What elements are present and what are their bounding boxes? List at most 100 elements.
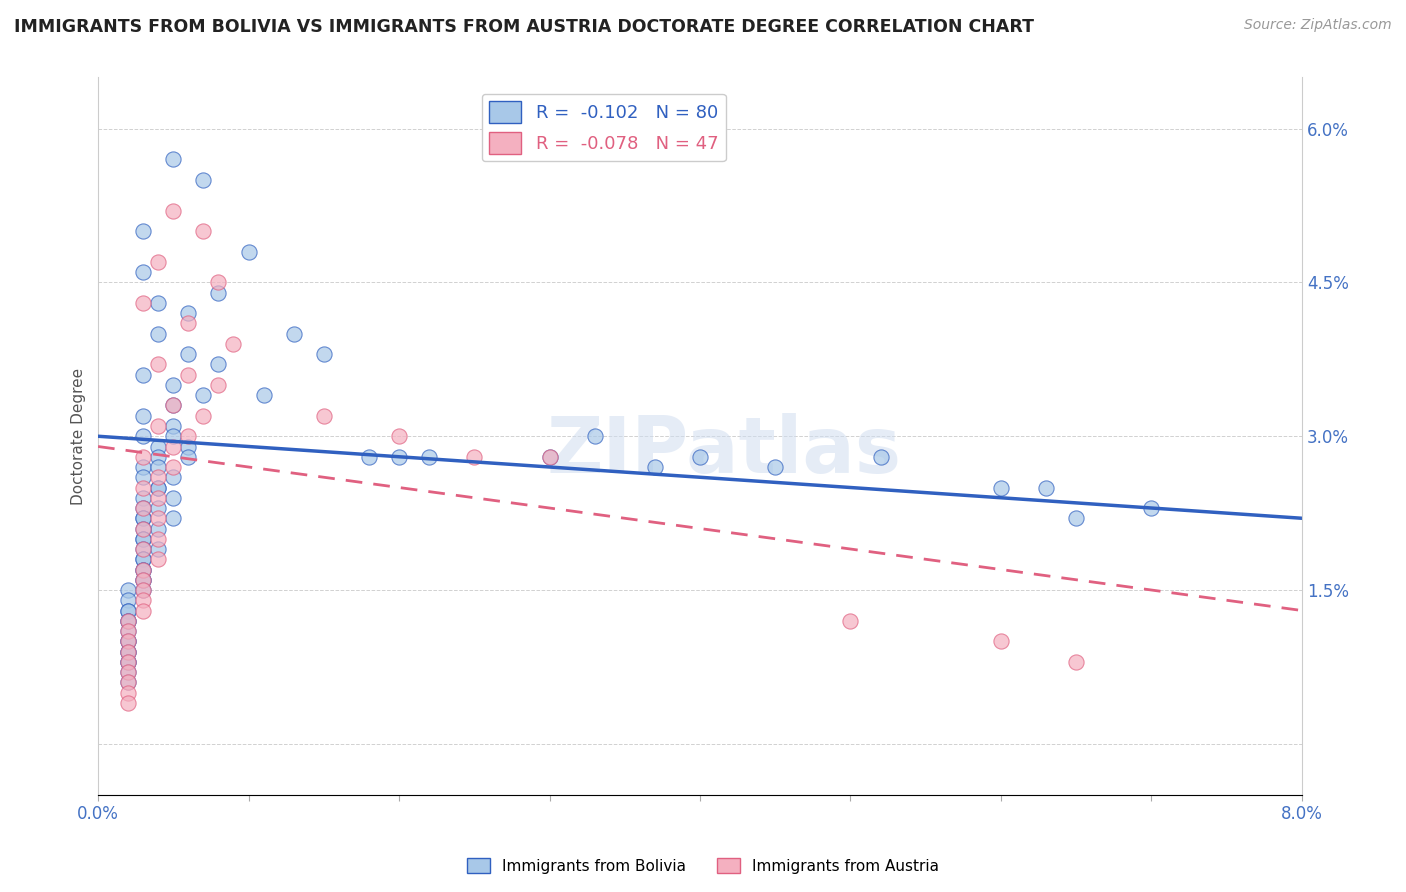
Point	[1064, 655, 1087, 669]
Point	[132, 603, 155, 617]
Point	[839, 614, 862, 628]
Point	[117, 685, 139, 699]
Legend: R =  -0.102   N = 80, R =  -0.078   N = 47: R = -0.102 N = 80, R = -0.078 N = 47	[482, 94, 725, 161]
Point	[177, 317, 200, 331]
Point	[162, 460, 184, 475]
Point	[132, 409, 155, 423]
Legend: Immigrants from Bolivia, Immigrants from Austria: Immigrants from Bolivia, Immigrants from…	[461, 852, 945, 880]
Point	[148, 326, 170, 341]
Point	[132, 532, 155, 546]
Point	[132, 573, 155, 587]
Point	[132, 429, 155, 443]
Point	[583, 429, 606, 443]
Point	[117, 655, 139, 669]
Point	[689, 450, 711, 464]
Point	[162, 429, 184, 443]
Point	[132, 552, 155, 566]
Point	[117, 634, 139, 648]
Point	[117, 644, 139, 658]
Point	[238, 244, 260, 259]
Point	[148, 491, 170, 505]
Point	[132, 511, 155, 525]
Point	[148, 296, 170, 310]
Text: IMMIGRANTS FROM BOLIVIA VS IMMIGRANTS FROM AUSTRIA DOCTORATE DEGREE CORRELATION : IMMIGRANTS FROM BOLIVIA VS IMMIGRANTS FR…	[14, 18, 1033, 36]
Point	[148, 450, 170, 464]
Point	[207, 378, 229, 392]
Point	[148, 481, 170, 495]
Point	[132, 511, 155, 525]
Point	[148, 419, 170, 434]
Point	[117, 603, 139, 617]
Point	[117, 624, 139, 638]
Point	[117, 665, 139, 679]
Point	[132, 593, 155, 607]
Point	[132, 582, 155, 597]
Point	[538, 450, 561, 464]
Point	[162, 419, 184, 434]
Point	[763, 460, 786, 475]
Point	[132, 541, 155, 556]
Point	[388, 450, 411, 464]
Point	[193, 173, 215, 187]
Point	[132, 573, 155, 587]
Point	[162, 399, 184, 413]
Point	[252, 388, 274, 402]
Point	[463, 450, 485, 464]
Point	[132, 460, 155, 475]
Text: ZIPatlas: ZIPatlas	[547, 413, 901, 489]
Point	[283, 326, 305, 341]
Point	[117, 614, 139, 628]
Point	[990, 481, 1012, 495]
Point	[1140, 501, 1163, 516]
Point	[117, 696, 139, 710]
Point	[132, 562, 155, 576]
Point	[132, 522, 155, 536]
Point	[1035, 481, 1057, 495]
Point	[117, 614, 139, 628]
Point	[117, 634, 139, 648]
Point	[222, 337, 245, 351]
Point	[193, 224, 215, 238]
Point	[538, 450, 561, 464]
Point	[357, 450, 380, 464]
Point	[132, 491, 155, 505]
Point	[148, 460, 170, 475]
Point	[132, 368, 155, 382]
Point	[162, 203, 184, 218]
Point	[132, 573, 155, 587]
Point	[869, 450, 891, 464]
Point	[132, 582, 155, 597]
Point	[148, 511, 170, 525]
Point	[177, 450, 200, 464]
Point	[162, 511, 184, 525]
Point	[162, 378, 184, 392]
Point	[162, 470, 184, 484]
Point	[312, 347, 335, 361]
Point	[162, 153, 184, 167]
Point	[132, 562, 155, 576]
Point	[132, 481, 155, 495]
Point	[132, 296, 155, 310]
Point	[117, 644, 139, 658]
Point	[132, 450, 155, 464]
Text: Source: ZipAtlas.com: Source: ZipAtlas.com	[1244, 18, 1392, 32]
Point	[117, 582, 139, 597]
Point	[117, 624, 139, 638]
Point	[132, 552, 155, 566]
Point	[132, 501, 155, 516]
Point	[132, 562, 155, 576]
Point	[193, 409, 215, 423]
Point	[117, 603, 139, 617]
Point	[117, 655, 139, 669]
Point	[148, 552, 170, 566]
Point	[207, 276, 229, 290]
Point	[148, 532, 170, 546]
Point	[177, 440, 200, 454]
Point	[418, 450, 440, 464]
Point	[148, 501, 170, 516]
Point	[177, 368, 200, 382]
Point	[132, 522, 155, 536]
Point	[117, 655, 139, 669]
Point	[117, 665, 139, 679]
Point	[132, 265, 155, 279]
